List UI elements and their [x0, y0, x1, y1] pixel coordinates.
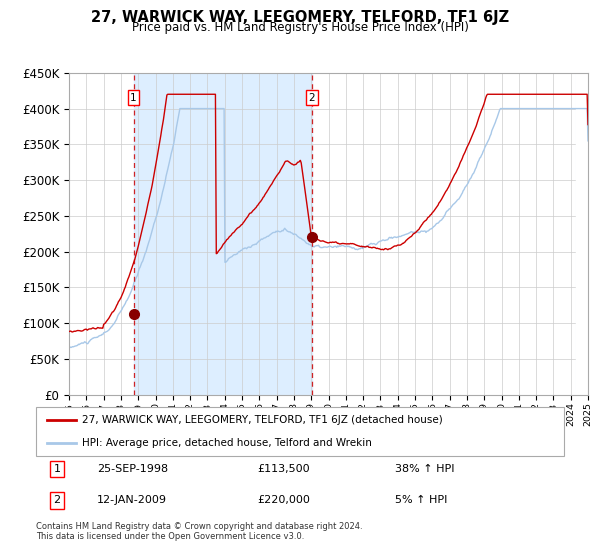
Text: Contains HM Land Registry data © Crown copyright and database right 2024.
This d: Contains HM Land Registry data © Crown c…	[36, 522, 362, 542]
Text: £220,000: £220,000	[258, 496, 311, 506]
Text: 2: 2	[308, 93, 315, 103]
Text: Price paid vs. HM Land Registry's House Price Index (HPI): Price paid vs. HM Land Registry's House …	[131, 21, 469, 34]
Bar	[576, 73, 588, 395]
Bar	[576, 73, 588, 395]
Bar	[134, 73, 312, 395]
Text: 27, WARWICK WAY, LEEGOMERY, TELFORD, TF1 6JZ: 27, WARWICK WAY, LEEGOMERY, TELFORD, TF1…	[91, 10, 509, 25]
Text: £113,500: £113,500	[258, 464, 310, 474]
Text: 12-JAN-2009: 12-JAN-2009	[97, 496, 167, 506]
Text: 1: 1	[53, 464, 61, 474]
Text: HPI: Average price, detached house, Telford and Wrekin: HPI: Average price, detached house, Telf…	[82, 438, 373, 448]
Text: 2: 2	[53, 496, 61, 506]
Text: 25-SEP-1998: 25-SEP-1998	[97, 464, 168, 474]
Text: 1: 1	[130, 93, 137, 103]
FancyBboxPatch shape	[36, 407, 564, 456]
Bar	[576, 73, 588, 395]
Text: 27, WARWICK WAY, LEEGOMERY, TELFORD, TF1 6JZ (detached house): 27, WARWICK WAY, LEEGOMERY, TELFORD, TF1…	[82, 416, 443, 426]
Text: 5% ↑ HPI: 5% ↑ HPI	[395, 496, 448, 506]
Text: 38% ↑ HPI: 38% ↑ HPI	[395, 464, 455, 474]
